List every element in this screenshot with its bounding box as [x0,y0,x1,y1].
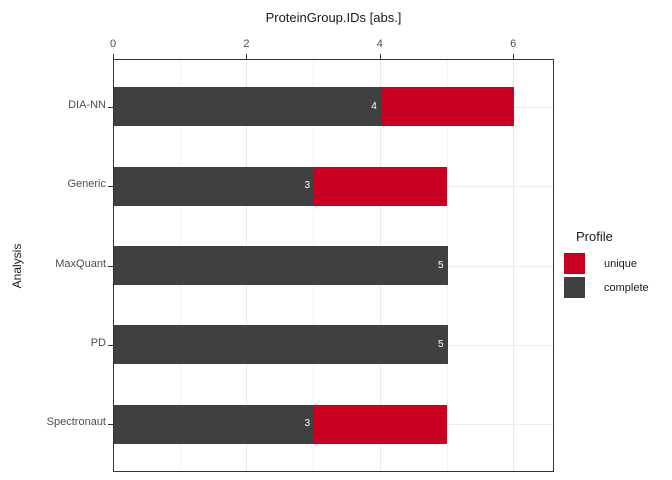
bar-segment-complete [114,404,315,444]
x-tick-label: 2 [243,38,250,50]
legend-key-swatch [564,253,585,274]
category-label: Spectronaut [46,416,106,429]
y-tick-mark [108,424,113,426]
bar-segment-complete [114,325,448,365]
legend-items: unique complete [564,253,668,298]
category-label: DIA-NN [68,98,106,111]
x-tick-mark [513,54,515,59]
bar-segment-complete [114,166,315,206]
y-tick-mark [108,186,113,188]
legend: Profile unique complete [564,229,668,301]
x-tick-label: 4 [376,38,383,50]
y-axis-title: Analysis [10,243,24,289]
plot-panel: 4 3 5 5 3 [113,59,554,472]
bar-value-label: 3 [304,418,311,430]
bar-segment-unique [314,404,448,444]
legend-label: complete [604,281,649,294]
y-tick-mark [108,265,113,267]
category-label: Generic [67,178,106,191]
x-tick-label: 0 [109,38,117,50]
category-label: PD [90,336,106,349]
chart-title: ProteinGroup.IDs [abs.] [265,10,402,25]
bar-value-label: 5 [437,338,444,350]
legend-item: unique [564,253,668,274]
x-tick-mark [246,54,248,59]
legend-item: complete [564,277,668,298]
bar-segment-unique [380,87,515,127]
bar-segment-complete [114,87,381,127]
legend-title: Profile [576,229,613,244]
x-tick-label: 6 [510,38,517,50]
bar-value-label: 4 [371,100,377,112]
y-tick-mark [108,106,113,108]
legend-label: unique [604,257,638,270]
legend-key-swatch [564,277,585,298]
y-tick-mark [108,344,113,346]
bar-value-label: 5 [437,259,444,271]
bar-segment-complete [114,246,448,285]
x-tick-mark [113,54,114,59]
bar-value-label: 3 [304,180,311,192]
category-label: MaxQuant [55,257,106,270]
bar-segment-unique [314,166,448,206]
x-tick-mark [379,54,381,59]
